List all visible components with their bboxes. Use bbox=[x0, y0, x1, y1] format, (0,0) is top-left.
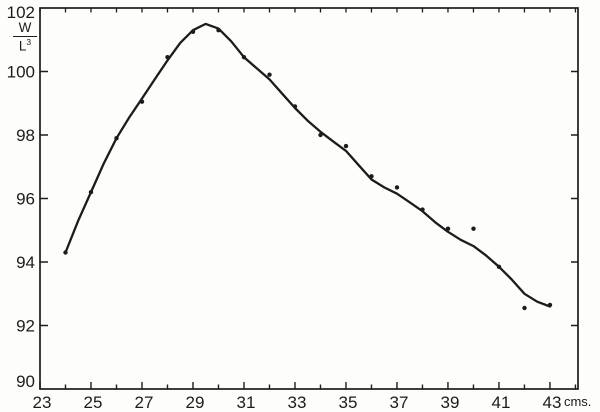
y-axis-unit-numerator: W bbox=[13, 20, 37, 38]
y-tick-label: 96 bbox=[16, 190, 35, 209]
data-point bbox=[343, 143, 349, 149]
data-point bbox=[88, 189, 94, 195]
data-point bbox=[216, 28, 221, 33]
x-axis-ticks-bottom bbox=[39, 382, 577, 389]
data-point bbox=[267, 72, 272, 77]
data-point bbox=[369, 174, 374, 179]
data-point bbox=[114, 136, 119, 141]
data-point bbox=[547, 302, 553, 308]
data-point bbox=[318, 132, 323, 138]
x-tick-label: 39 bbox=[441, 393, 460, 412]
data-point bbox=[496, 264, 502, 269]
y-axis-unit-denominator-exponent: 3 bbox=[26, 37, 32, 48]
data-point bbox=[165, 55, 170, 60]
y-tick-labels: 102 100 98 96 94 92 90 bbox=[7, 3, 35, 391]
y-tick-label: 90 bbox=[16, 372, 35, 391]
x-axis-unit-label: cms. bbox=[564, 394, 591, 409]
x-tick-label: 27 bbox=[135, 393, 154, 412]
data-point bbox=[139, 99, 145, 104]
x-tick-label: 25 bbox=[84, 393, 103, 412]
y-tick-label: 98 bbox=[16, 126, 35, 145]
x-tick-label: 29 bbox=[186, 393, 205, 412]
x-tick-label: 35 bbox=[339, 393, 358, 412]
data-point bbox=[522, 305, 527, 311]
data-point bbox=[420, 207, 425, 212]
data-points bbox=[63, 28, 553, 311]
plot-border bbox=[39, 7, 579, 390]
data-curve bbox=[64, 22, 552, 308]
y-axis-ticks-right bbox=[571, 70, 578, 327]
y-axis-unit-denominator: L3 bbox=[13, 37, 37, 54]
x-tick-label: 37 bbox=[390, 393, 409, 412]
data-point bbox=[292, 104, 298, 109]
y-tick-label: 94 bbox=[16, 253, 35, 272]
x-axis-ticks-top bbox=[39, 8, 577, 13]
x-tick-label: 43 bbox=[542, 393, 561, 412]
y-tick-label: 100 bbox=[7, 63, 35, 82]
data-point bbox=[394, 185, 400, 190]
data-point bbox=[471, 226, 476, 231]
data-point bbox=[63, 250, 68, 255]
x-tick-label: 31 bbox=[237, 393, 256, 412]
x-tick-labels: 23 25 27 29 31 33 35 37 39 41 43 bbox=[33, 393, 562, 412]
x-tick-label: 23 bbox=[33, 393, 52, 412]
x-tick-label: 33 bbox=[288, 393, 307, 412]
y-axis-unit-label: W L3 bbox=[13, 20, 37, 54]
y-tick-label: 92 bbox=[16, 317, 35, 336]
data-point bbox=[445, 226, 451, 231]
x-tick-label: 41 bbox=[491, 393, 510, 412]
data-point bbox=[241, 55, 247, 60]
data-point bbox=[190, 29, 196, 34]
y-axis-unit-denominator-base: L bbox=[18, 38, 27, 54]
y-axis-ticks-left bbox=[40, 70, 48, 327]
y-tick-label: 102 bbox=[7, 3, 35, 22]
